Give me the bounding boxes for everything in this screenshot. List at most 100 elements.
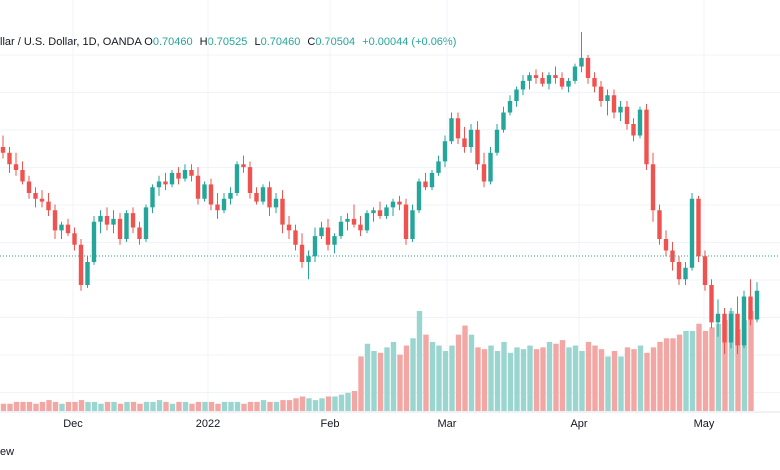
volume-bar bbox=[527, 345, 533, 411]
candle-body bbox=[618, 106, 623, 113]
volume-bar bbox=[429, 341, 436, 411]
candle-body bbox=[605, 95, 610, 101]
candle-body bbox=[397, 201, 402, 205]
volume-bar bbox=[169, 403, 176, 411]
candle bbox=[215, 193, 220, 219]
volume-bar bbox=[371, 351, 377, 411]
volume-bar bbox=[104, 401, 111, 411]
candle-body bbox=[462, 138, 467, 147]
candle bbox=[462, 126, 467, 153]
candle-body bbox=[468, 129, 474, 147]
candle-body bbox=[267, 187, 272, 208]
candle-body bbox=[98, 216, 103, 222]
candle bbox=[137, 221, 142, 245]
volume-bar bbox=[254, 401, 260, 411]
candle-body bbox=[228, 193, 233, 199]
volume-bar bbox=[546, 341, 553, 411]
candle bbox=[442, 135, 448, 168]
candle bbox=[111, 210, 116, 234]
volume-bar bbox=[46, 400, 52, 411]
candle-body bbox=[436, 161, 441, 173]
candle bbox=[572, 63, 578, 84]
volume-bar bbox=[319, 398, 325, 411]
candle bbox=[384, 204, 389, 219]
candle bbox=[65, 218, 71, 237]
candle bbox=[130, 207, 136, 234]
close-value: 0.70504 bbox=[315, 36, 356, 48]
candle bbox=[72, 227, 77, 251]
volume-bar bbox=[520, 349, 527, 411]
volume-bar bbox=[709, 327, 715, 411]
candle bbox=[423, 172, 428, 191]
volume-bar bbox=[410, 338, 416, 411]
volume-bar bbox=[384, 347, 390, 411]
candle-body bbox=[371, 210, 376, 214]
volume-bar bbox=[605, 356, 611, 411]
candle-body bbox=[293, 230, 298, 245]
grid-lines bbox=[0, 0, 780, 412]
candle-body bbox=[657, 210, 662, 239]
candle-body bbox=[579, 57, 584, 67]
candle bbox=[475, 121, 480, 170]
candle bbox=[91, 216, 97, 265]
candle-body bbox=[676, 262, 682, 280]
volume-bar bbox=[280, 400, 286, 411]
candle bbox=[689, 193, 695, 271]
volume-bar bbox=[52, 401, 59, 411]
volume-bar bbox=[72, 401, 78, 411]
candle-body bbox=[546, 75, 552, 84]
volume-bar bbox=[397, 354, 403, 411]
candle bbox=[754, 282, 760, 323]
volume-bar bbox=[442, 351, 449, 411]
candle bbox=[293, 224, 298, 251]
volume-bar bbox=[65, 401, 72, 411]
volume-bar bbox=[234, 401, 241, 411]
candle-body bbox=[319, 227, 324, 237]
candle-body bbox=[195, 175, 201, 199]
volume-bar bbox=[228, 401, 234, 411]
candle bbox=[338, 216, 344, 239]
candle bbox=[221, 193, 227, 214]
candle-body bbox=[234, 164, 240, 193]
candle-body bbox=[72, 233, 77, 245]
candle bbox=[514, 86, 519, 107]
candle-body bbox=[663, 239, 669, 251]
candle-body bbox=[416, 181, 422, 211]
candle bbox=[585, 55, 591, 84]
candle-body bbox=[130, 213, 136, 228]
volume-bar bbox=[403, 345, 410, 411]
volume-bar bbox=[312, 400, 319, 411]
volume-bar bbox=[436, 345, 442, 411]
volume-bar bbox=[481, 349, 488, 411]
volume-bar bbox=[143, 401, 150, 411]
candle bbox=[46, 193, 51, 216]
candle-body bbox=[215, 204, 220, 211]
volume-bar bbox=[566, 347, 572, 411]
candle bbox=[390, 198, 396, 216]
candle-body bbox=[741, 296, 747, 346]
candle bbox=[85, 256, 90, 288]
candle-body bbox=[683, 267, 688, 280]
candle bbox=[52, 204, 58, 239]
volume-bar bbox=[306, 398, 312, 411]
symbol-title[interactable]: llar / U.S. Dollar, 1D, OANDA bbox=[0, 36, 142, 48]
candle-body bbox=[273, 198, 279, 208]
candle-body bbox=[286, 224, 292, 231]
volume-bar bbox=[85, 401, 91, 411]
candle-body bbox=[91, 221, 97, 262]
candle bbox=[195, 167, 201, 205]
candle bbox=[520, 75, 526, 96]
footer-link[interactable]: ew bbox=[0, 446, 15, 458]
open-label: O bbox=[144, 36, 153, 48]
volume-bar bbox=[299, 396, 306, 411]
volume-bar bbox=[572, 345, 579, 411]
candle bbox=[481, 152, 487, 188]
candle bbox=[247, 161, 253, 199]
candle-body bbox=[637, 109, 643, 136]
candle-body bbox=[455, 118, 461, 139]
candle-body bbox=[182, 170, 188, 179]
candle bbox=[169, 170, 175, 188]
volume-bar bbox=[475, 347, 481, 411]
volume-bar bbox=[559, 340, 566, 411]
